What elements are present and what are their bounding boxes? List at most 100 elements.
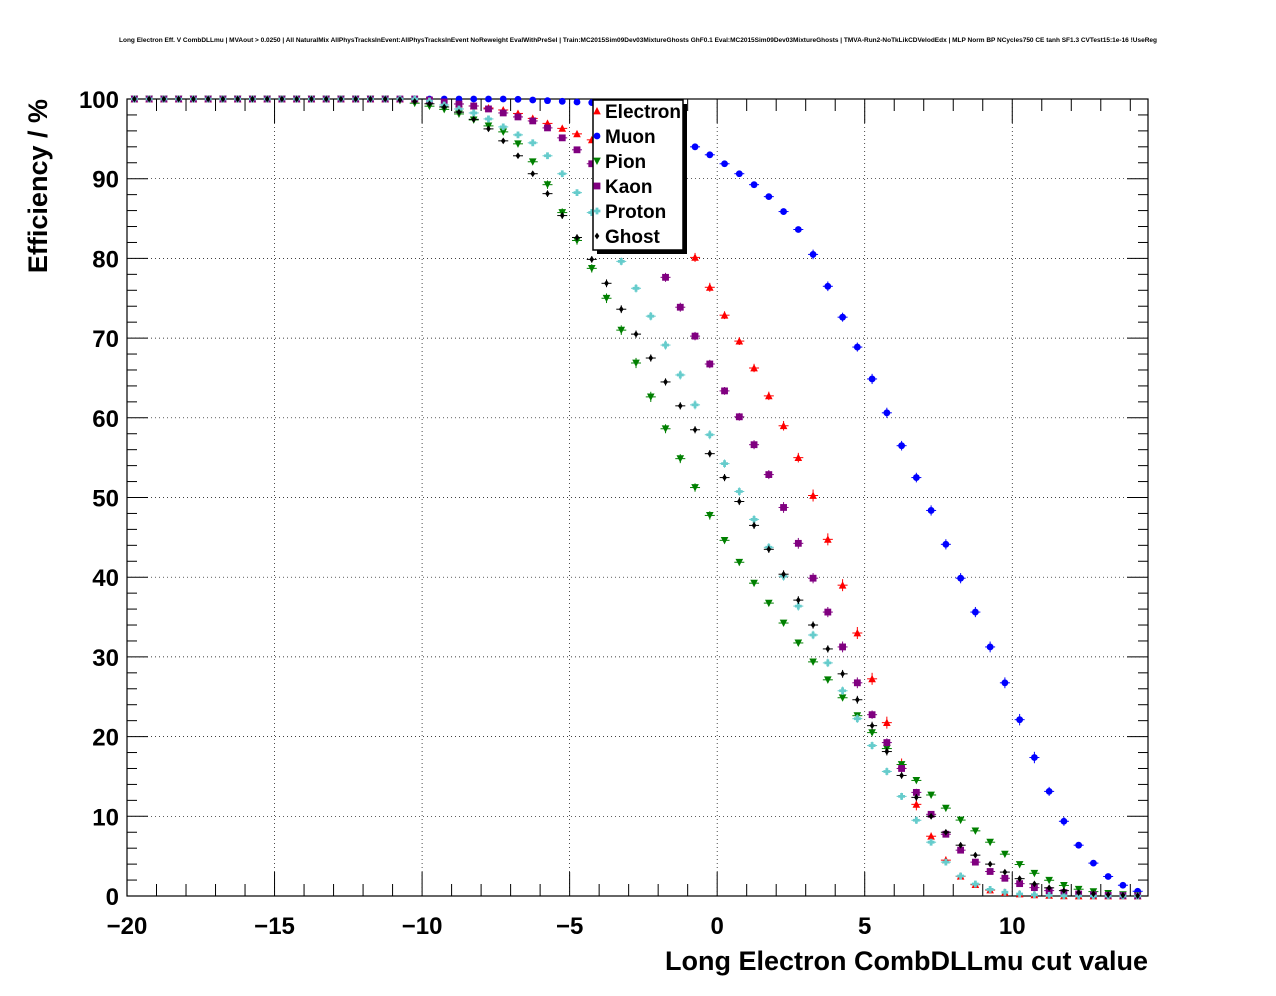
- kaon-point: [971, 858, 979, 866]
- x-axis-label: Long Electron CombDLLmu cut value: [665, 946, 1148, 976]
- ghost-point: [1105, 891, 1111, 899]
- muon-point: [839, 313, 846, 321]
- ghost-point: [958, 841, 963, 849]
- proton-point: [1045, 892, 1053, 899]
- legend-proton-label: Proton: [605, 202, 666, 223]
- proton-point: [485, 115, 492, 123]
- pion-point: [691, 484, 699, 492]
- proton-point: [912, 816, 920, 824]
- ghost-point: [943, 828, 949, 836]
- muon-point: [1090, 859, 1097, 867]
- muon-point: [898, 442, 906, 450]
- pion-point: [514, 140, 522, 148]
- ghost-point: [589, 255, 595, 263]
- proton-point: [735, 488, 743, 495]
- electron-point: [912, 800, 921, 808]
- electron-point: [794, 453, 803, 462]
- kaon-point: [883, 739, 891, 746]
- kaon-point: [455, 100, 463, 108]
- x-tick-label: −10: [402, 913, 443, 940]
- ghost-point: [279, 95, 285, 103]
- ghost-point: [471, 115, 477, 123]
- legend-kaon-marker: [593, 182, 601, 190]
- proton-point: [824, 659, 832, 667]
- ghost-point: [176, 95, 182, 103]
- ghost-point: [441, 103, 447, 111]
- y-axis-label: Efficiency / %: [23, 99, 53, 273]
- ghost-point: [663, 378, 668, 386]
- muon-point: [1075, 841, 1083, 849]
- pion-point: [1001, 850, 1009, 859]
- ghost-point: [515, 152, 521, 160]
- proton-point: [676, 371, 684, 379]
- ghost-point: [1061, 887, 1067, 895]
- ghost-point: [250, 95, 255, 103]
- kaon-point: [780, 504, 787, 511]
- proton-point: [883, 768, 891, 775]
- proton-point: [558, 170, 566, 178]
- kaon-point: [957, 846, 965, 854]
- electron-point: [720, 311, 729, 319]
- proton-point: [617, 257, 625, 265]
- muon-point: [558, 97, 566, 105]
- proton-point: [691, 401, 699, 409]
- proton-point: [868, 742, 876, 749]
- kaon-point: [706, 360, 714, 368]
- ghost-point: [972, 851, 978, 859]
- x-tick-label: −15: [254, 913, 295, 940]
- proton-point: [573, 189, 581, 197]
- proton-point: [544, 152, 551, 160]
- proton-point: [706, 431, 714, 439]
- proton-point: [971, 880, 979, 888]
- muon-point: [544, 97, 551, 105]
- muon-point: [942, 540, 950, 548]
- proton-point: [1016, 890, 1024, 898]
- kaon-point: [735, 413, 743, 421]
- kaon-point: [499, 109, 507, 117]
- pion-point: [986, 838, 994, 847]
- chart-title: Long Electron Eff. V CombDLLmu | MVAout …: [119, 37, 1157, 44]
- ghost-point: [604, 279, 609, 287]
- ghost-point: [1076, 889, 1082, 897]
- proton-point: [662, 341, 669, 349]
- muon-point: [485, 95, 492, 103]
- pion-point: [735, 558, 744, 567]
- y-tick-label: 100: [79, 87, 119, 114]
- ghost-point: [869, 722, 875, 730]
- y-tick-label: 60: [92, 406, 119, 433]
- pion-point: [809, 658, 817, 666]
- ghost-point: [146, 95, 152, 103]
- ghost-point: [235, 95, 241, 103]
- y-tick-label: 80: [92, 246, 119, 273]
- muon-point: [1060, 817, 1068, 825]
- proton-point: [499, 123, 507, 131]
- proton-point: [1060, 892, 1068, 900]
- proton-point: [839, 687, 846, 695]
- proton-point: [514, 131, 522, 139]
- ghost-point: [368, 95, 373, 103]
- ghost-point: [486, 125, 491, 133]
- kaon-point: [912, 788, 920, 796]
- kaon-point: [529, 117, 537, 125]
- kaon-point: [824, 608, 832, 616]
- ghost-point: [692, 426, 698, 434]
- muon-point: [883, 409, 891, 417]
- pion-point: [779, 619, 788, 628]
- muon-point: [971, 608, 979, 616]
- legend-muon-label: Muon: [605, 127, 656, 148]
- pion-point: [587, 264, 596, 273]
- ghost-point: [1002, 868, 1008, 876]
- grid: [127, 99, 1148, 896]
- kaon-point: [1030, 884, 1038, 892]
- muon-point: [927, 507, 935, 514]
- kaon-point: [691, 332, 699, 340]
- electron-point: [838, 581, 847, 589]
- muon-point: [529, 96, 537, 104]
- pion-point: [971, 827, 980, 835]
- pion-point: [942, 804, 950, 813]
- legend-muon-marker: [593, 132, 601, 140]
- y-tick-label: 50: [92, 486, 119, 513]
- pion-point: [1045, 876, 1053, 885]
- pion-point: [912, 777, 921, 785]
